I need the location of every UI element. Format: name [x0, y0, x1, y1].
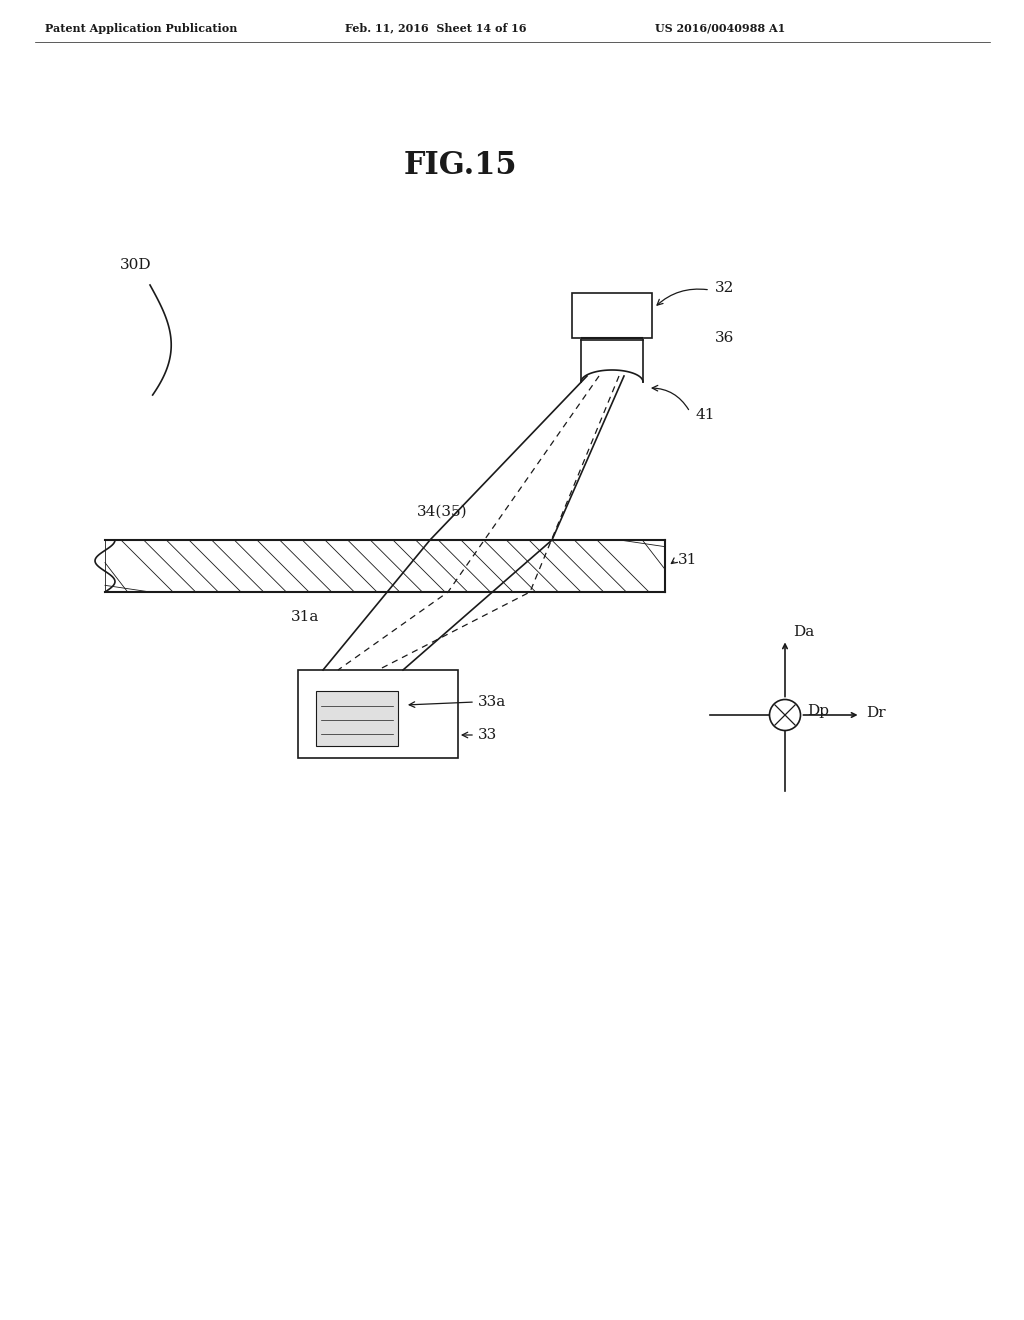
Text: US 2016/0040988 A1: US 2016/0040988 A1 — [655, 22, 785, 33]
Text: 36: 36 — [715, 331, 734, 345]
Text: FIG.15: FIG.15 — [403, 149, 517, 181]
Text: 34(35): 34(35) — [417, 506, 467, 519]
Text: 31a: 31a — [291, 610, 319, 624]
Text: 33a: 33a — [478, 696, 506, 709]
Bar — [105, 540, 665, 591]
Text: 32: 32 — [715, 281, 734, 294]
Bar — [298, 671, 458, 758]
Text: Da: Da — [793, 624, 814, 639]
Text: Dp: Dp — [807, 704, 829, 718]
Bar — [316, 690, 398, 746]
Text: 30D: 30D — [120, 257, 152, 272]
Text: 41: 41 — [695, 408, 715, 422]
Text: Dr: Dr — [866, 706, 886, 719]
Text: Feb. 11, 2016  Sheet 14 of 16: Feb. 11, 2016 Sheet 14 of 16 — [345, 22, 526, 33]
Text: Patent Application Publication: Patent Application Publication — [45, 22, 238, 33]
Bar — [572, 293, 652, 338]
Text: 31: 31 — [678, 553, 697, 568]
Text: 33: 33 — [478, 729, 498, 742]
